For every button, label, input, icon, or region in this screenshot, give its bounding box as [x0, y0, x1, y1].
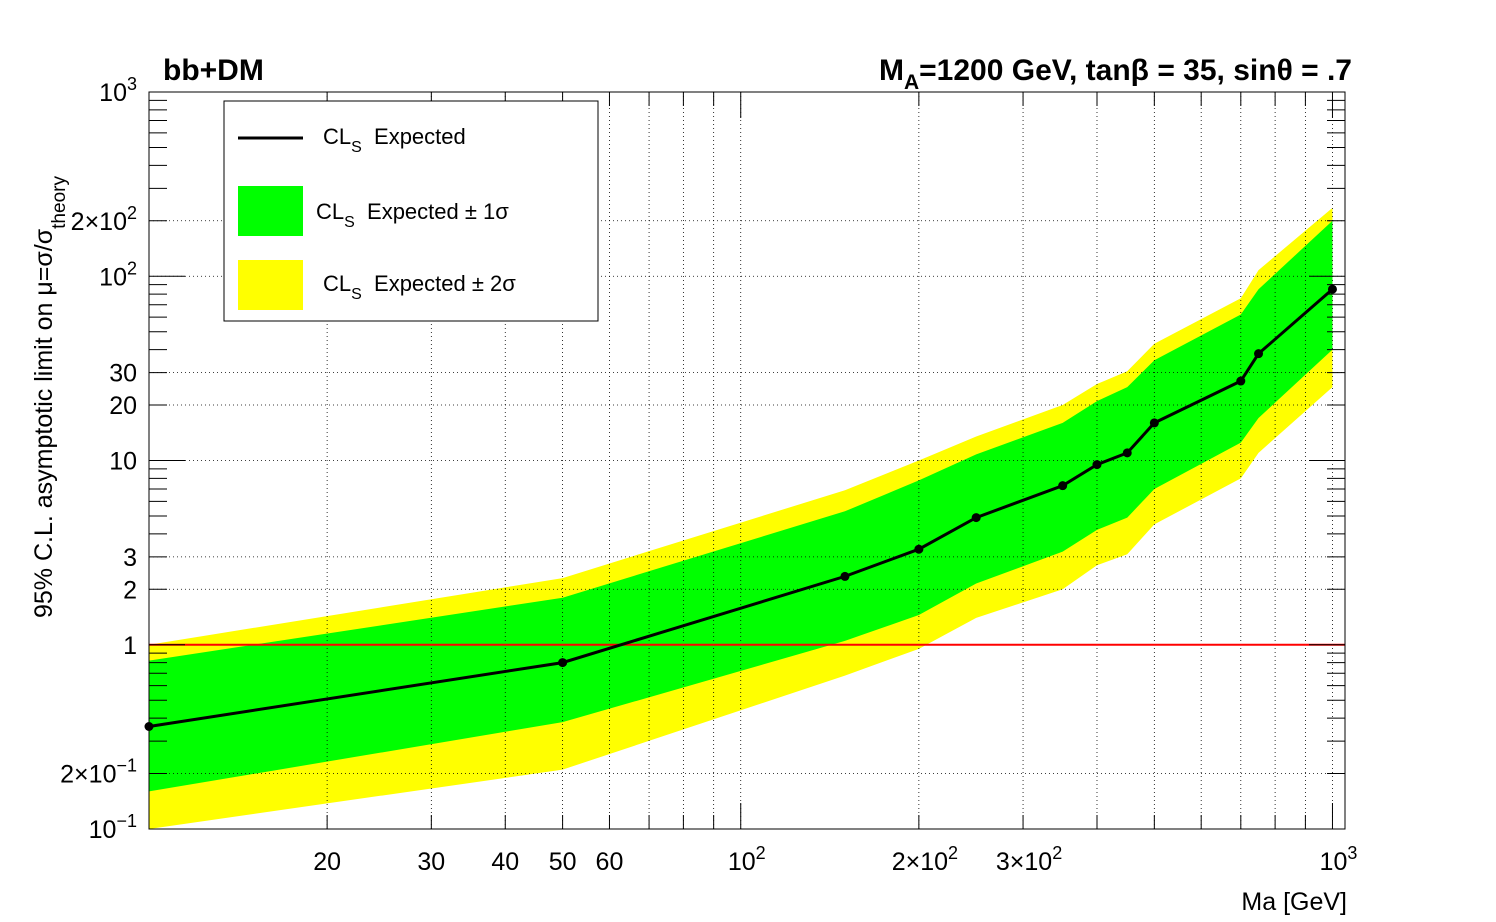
- legend-entry-expected-text: CL: [323, 124, 351, 149]
- title-right-m: M: [879, 54, 904, 87]
- expected-point: [1149, 418, 1159, 428]
- expected-point: [1092, 460, 1102, 470]
- expected-line: [148, 288, 1334, 728]
- legend-entry-expected-rest: Expected: [362, 124, 466, 149]
- x-tick-label: 40: [491, 848, 519, 876]
- y-tick-label: 30: [109, 360, 137, 388]
- legend-entry-expected-sub: S: [351, 139, 362, 156]
- x-tick-label: 102: [728, 843, 766, 876]
- band-1sigma: [149, 220, 1333, 792]
- y-tick-label: 103: [99, 74, 137, 107]
- title-right-sub: A: [904, 71, 919, 94]
- y-axis-title: 95% C.L. asymptotic limit on μ=σ/σtheory: [30, 176, 70, 618]
- uncertainty-bands: [149, 207, 1333, 830]
- x-tick-label: 20: [313, 848, 341, 876]
- legend-1sigma-swatch: [238, 186, 303, 236]
- y-tick-label: 102: [99, 258, 137, 291]
- legend-entry-2sigma-sub: S: [351, 286, 362, 303]
- series-group: [144, 284, 1337, 732]
- axis-ticks: [148, 91, 1345, 830]
- expected-point: [1254, 349, 1264, 359]
- x-tick-label: 60: [596, 848, 624, 876]
- axis-tick-labels: 20 30 40 50 60 102 2×102 3×102 103 10−1 2×10−1 1 2 3 1…: [60, 74, 1357, 876]
- legend-entry-2sigma-rest: Expected ± 2σ: [362, 271, 516, 296]
- legend-entry-1sigma: CLS Expected ± 1σ: [316, 199, 509, 231]
- grid-lines: [149, 92, 1345, 829]
- y-tick-label: 2×102: [71, 203, 137, 236]
- y-tick-label: 10−1: [89, 811, 137, 844]
- expected-point: [971, 513, 981, 523]
- y-tick-label: 10: [109, 448, 137, 476]
- expected-point: [914, 544, 924, 554]
- x-tick-label: 30: [417, 848, 445, 876]
- y-tick-label: 20: [109, 392, 137, 420]
- legend-entry-expected: CLS Expected: [323, 124, 466, 156]
- x-axis-title: Ma [GeV]: [1241, 888, 1347, 916]
- x-tick-label: 3×102: [996, 843, 1062, 876]
- expected-point: [1236, 376, 1246, 386]
- x-tick-label: 103: [1320, 843, 1358, 876]
- title-right-rest: =1200 GeV, tanβ = 35, sinθ = .7: [919, 54, 1352, 87]
- expected-point: [1058, 481, 1068, 491]
- title-left: bb+DM: [163, 54, 264, 87]
- y-tick-label: 2×10−1: [60, 756, 137, 789]
- legend-entry-1sigma-rest: Expected ± 1σ: [355, 199, 509, 224]
- expected-point: [1327, 284, 1337, 294]
- y-axis-title-main: 95% C.L. asymptotic limit on μ=σ/σ: [30, 228, 58, 618]
- expected-point: [840, 571, 850, 581]
- legend-entry-2sigma-text: CL: [323, 271, 351, 296]
- y-tick-label: 3: [123, 544, 137, 572]
- y-axis-title-sub: theory: [49, 176, 70, 229]
- x-tick-label: 2×102: [892, 843, 958, 876]
- title-right: MA=1200 GeV, tanβ = 35, sinθ = .7: [879, 54, 1352, 94]
- x-tick-label: 50: [549, 848, 577, 876]
- y-tick-label: 2: [123, 576, 137, 604]
- expected-point: [558, 658, 568, 668]
- legend: CLS Expected CLS Expected ± 1σ CLS Expec…: [223, 100, 599, 322]
- y-tick-label: 1: [123, 632, 137, 660]
- legend-2sigma-swatch: [238, 260, 303, 310]
- expected-point: [1122, 448, 1132, 458]
- legend-entry-2sigma: CLS Expected ± 2σ: [323, 271, 516, 303]
- legend-entry-1sigma-text: CL: [316, 199, 344, 224]
- legend-entry-1sigma-sub: S: [344, 214, 355, 231]
